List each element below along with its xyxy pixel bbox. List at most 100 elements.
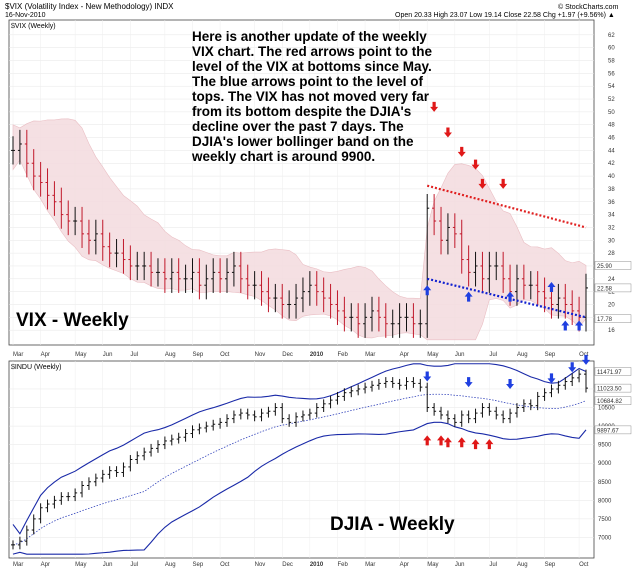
djia-bar: [369, 380, 374, 392]
djia-bar: [321, 399, 326, 412]
vix-bar: [335, 290, 340, 326]
vix-bar: [38, 161, 43, 197]
djia-bar: [128, 455, 133, 472]
djia-y-tick: 9500: [598, 443, 612, 449]
vix-bar: [86, 219, 91, 255]
vix-bar: [563, 283, 568, 319]
djia-panel-label: DJIA - Weekly: [330, 514, 455, 535]
vix-y-tick: 32: [608, 225, 615, 231]
vix-y-tick: 34: [608, 213, 615, 219]
vix-bar: [418, 309, 423, 338]
blue-arrow: [561, 320, 570, 331]
djia-bar: [307, 408, 312, 420]
djia-bar: [480, 403, 485, 418]
djia-bar: [204, 421, 209, 433]
vix-bar: [211, 258, 216, 293]
djia-close-tag-box: [594, 383, 632, 393]
djia-bar: [73, 488, 78, 502]
vix-y-tick: 48: [608, 123, 615, 129]
djia-bar: [335, 391, 340, 405]
djia-x-tick: Oct: [220, 562, 230, 568]
vix-x-tick: Jul: [489, 352, 497, 358]
vix-bar: [31, 149, 36, 191]
djia-x-tick: Aug: [517, 562, 528, 568]
djia-bar: [197, 423, 202, 435]
djia-close-tag: 11023.50: [594, 383, 632, 393]
vix-x-tick: Jul: [130, 352, 138, 358]
vix-bar: [252, 271, 257, 300]
djia-y-tick: 9000: [598, 461, 612, 467]
vix-y-tick: 40: [608, 174, 615, 180]
vix-x-tick: Mar: [365, 352, 375, 358]
red-arrow: [430, 101, 439, 112]
vix-x-tick: Jun: [455, 352, 465, 358]
djia-close-tag-text: 11023.50: [597, 387, 622, 393]
djia-bar: [508, 408, 513, 424]
djia-bar: [190, 425, 195, 438]
vix-top-trendline: [426, 184, 587, 229]
vix-bar: [480, 251, 485, 293]
vix-bar: [521, 264, 526, 300]
red-arrow: [499, 178, 508, 189]
djia-x-tick: Jul: [489, 562, 497, 568]
vix-bar: [535, 271, 540, 306]
djia-bar: [142, 447, 147, 461]
djia-bar: [211, 419, 216, 431]
djia-bar: [59, 492, 64, 505]
vix-y-tick: 46: [608, 136, 615, 142]
vix-bar: [390, 309, 395, 338]
vix-bar: [183, 264, 188, 293]
djia-bar: [549, 384, 554, 398]
djia-x-tick: Jul: [130, 562, 138, 568]
djia-bar: [218, 417, 223, 429]
djia-upper-band: [12, 363, 587, 535]
vix-y-tick: 24: [608, 277, 615, 283]
djia-bar: [432, 403, 437, 416]
vix-y-tick: 56: [608, 71, 615, 77]
blue-arrow: [506, 378, 515, 389]
blue-arrow: [568, 362, 577, 373]
vix-bar: [59, 187, 64, 229]
djia-bar: [294, 412, 299, 427]
djia-bar: [52, 495, 57, 509]
vix-bar: [197, 258, 202, 300]
vix-bar: [162, 258, 167, 293]
vix-bar: [459, 219, 464, 274]
vix-bar: [231, 251, 236, 287]
vix-bar: [280, 283, 285, 319]
vix-bar: [52, 181, 57, 216]
djia-bar: [404, 377, 409, 390]
vix-x-tick: Apr: [41, 352, 50, 358]
vix-bar: [494, 251, 499, 281]
blue-arrow: [547, 282, 556, 293]
red-arrow: [443, 127, 452, 138]
blue-arrow: [464, 291, 473, 302]
djia-bar: [411, 377, 416, 388]
djia-bar: [314, 403, 319, 418]
vix-y-tick: 58: [608, 59, 615, 65]
djia-bar: [425, 382, 430, 412]
vix-bar: [514, 264, 519, 306]
djia-bar: [584, 369, 588, 393]
red-arrow: [437, 435, 446, 446]
djia-bar: [383, 377, 388, 388]
djia-mid-tag: 10684.82: [594, 396, 632, 405]
djia-bar: [149, 443, 154, 457]
vix-bar: [570, 290, 575, 326]
vix-y-tick: 44: [608, 148, 615, 154]
vix-bar: [425, 194, 430, 338]
vix-x-tick: Dec: [282, 352, 293, 358]
vix-lower-tag-text: 17.78: [597, 317, 613, 323]
vix-y-tick: 42: [608, 161, 615, 167]
vix-bar: [169, 258, 174, 293]
vix-bar: [294, 283, 299, 319]
vix-bar: [487, 251, 492, 293]
vix-x-axis: Mar Apr May Jun Jul Aug Sep Oct Nov Dec 2010 Feb Mar…: [13, 352, 589, 358]
blue-arrow: [547, 373, 556, 384]
djia-y-tick: 7500: [598, 517, 612, 523]
vix-x-tick: Jun: [103, 352, 113, 358]
annotation-line: DJIA's lower bollinger band on the: [192, 134, 414, 149]
vix-bar: [369, 296, 374, 332]
djia-bar: [24, 525, 29, 546]
djia-bar: [445, 410, 450, 424]
